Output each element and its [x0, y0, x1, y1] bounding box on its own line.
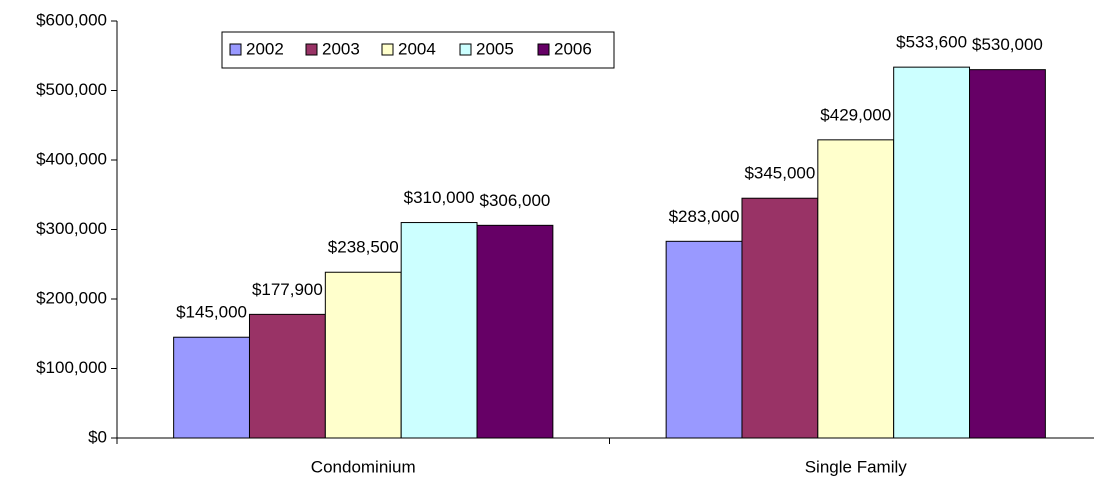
bar	[248, 313, 326, 439]
data-label: $345,000	[744, 164, 815, 183]
data-label: $306,000	[479, 191, 550, 210]
y-tick-label: $600,000	[36, 10, 107, 29]
legend-swatch	[229, 43, 242, 56]
x-tick-label: Condominium	[311, 457, 416, 476]
data-label: $533,600	[896, 33, 967, 52]
legend-swatch	[305, 43, 318, 56]
legend-label: 2006	[554, 39, 592, 58]
y-tick-label: $300,000	[36, 219, 107, 238]
bar	[969, 69, 1046, 439]
legend-swatch	[459, 43, 472, 56]
data-label: $310,000	[404, 188, 475, 207]
bar	[741, 197, 819, 439]
legend-label: 2002	[246, 39, 284, 58]
y-tick-label: $100,000	[36, 358, 107, 377]
bar	[476, 224, 554, 439]
data-label: $238,500	[328, 238, 399, 257]
bar	[400, 222, 478, 439]
data-label: $429,000	[820, 105, 891, 124]
y-tick-label: $200,000	[36, 288, 107, 307]
y-tick-label: $0	[88, 427, 107, 446]
bar	[817, 139, 895, 439]
legend-swatch	[537, 43, 550, 56]
bar	[324, 271, 402, 439]
bar	[173, 336, 250, 439]
legend-box	[221, 31, 615, 69]
data-label: $530,000	[972, 35, 1043, 54]
bar	[893, 66, 971, 439]
legend: 2002 2003 2004 2005 2006	[221, 31, 615, 69]
legend-label: 2005	[476, 39, 514, 58]
data-label: $145,000	[176, 303, 247, 322]
bar	[665, 240, 743, 439]
legend-swatch	[381, 43, 394, 56]
data-label: $177,900	[252, 280, 323, 299]
y-tick-label: $400,000	[36, 149, 107, 168]
data-label: $283,000	[669, 207, 740, 226]
y-tick-label: $500,000	[36, 80, 107, 99]
legend-label: 2003	[322, 39, 360, 58]
x-tick-label: Single Family	[805, 457, 908, 476]
legend-label: 2004	[398, 39, 436, 58]
